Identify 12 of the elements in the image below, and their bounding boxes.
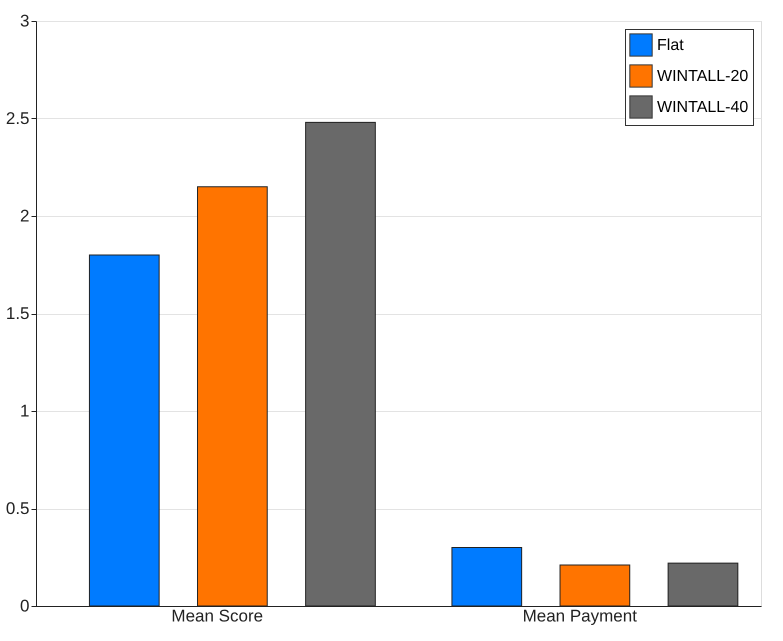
y-tick-label: 3 [20,12,30,30]
y-tick-label: 0.5 [6,499,30,518]
y-tick-label: 1.5 [6,304,30,323]
x-tick-label: Mean Payment [522,606,638,626]
legend-label: WINTALL-40 [657,99,748,116]
y-tick-label: 0 [20,596,30,616]
y-tick-label: 1 [20,402,30,420]
legend-label: WINTALL-20 [657,68,748,85]
legend-label: Flat [657,37,684,54]
x-tick-label: Mean Score [171,606,264,626]
y-tick-label: 2.5 [6,109,30,128]
y-tick-label: 2 [20,206,30,226]
